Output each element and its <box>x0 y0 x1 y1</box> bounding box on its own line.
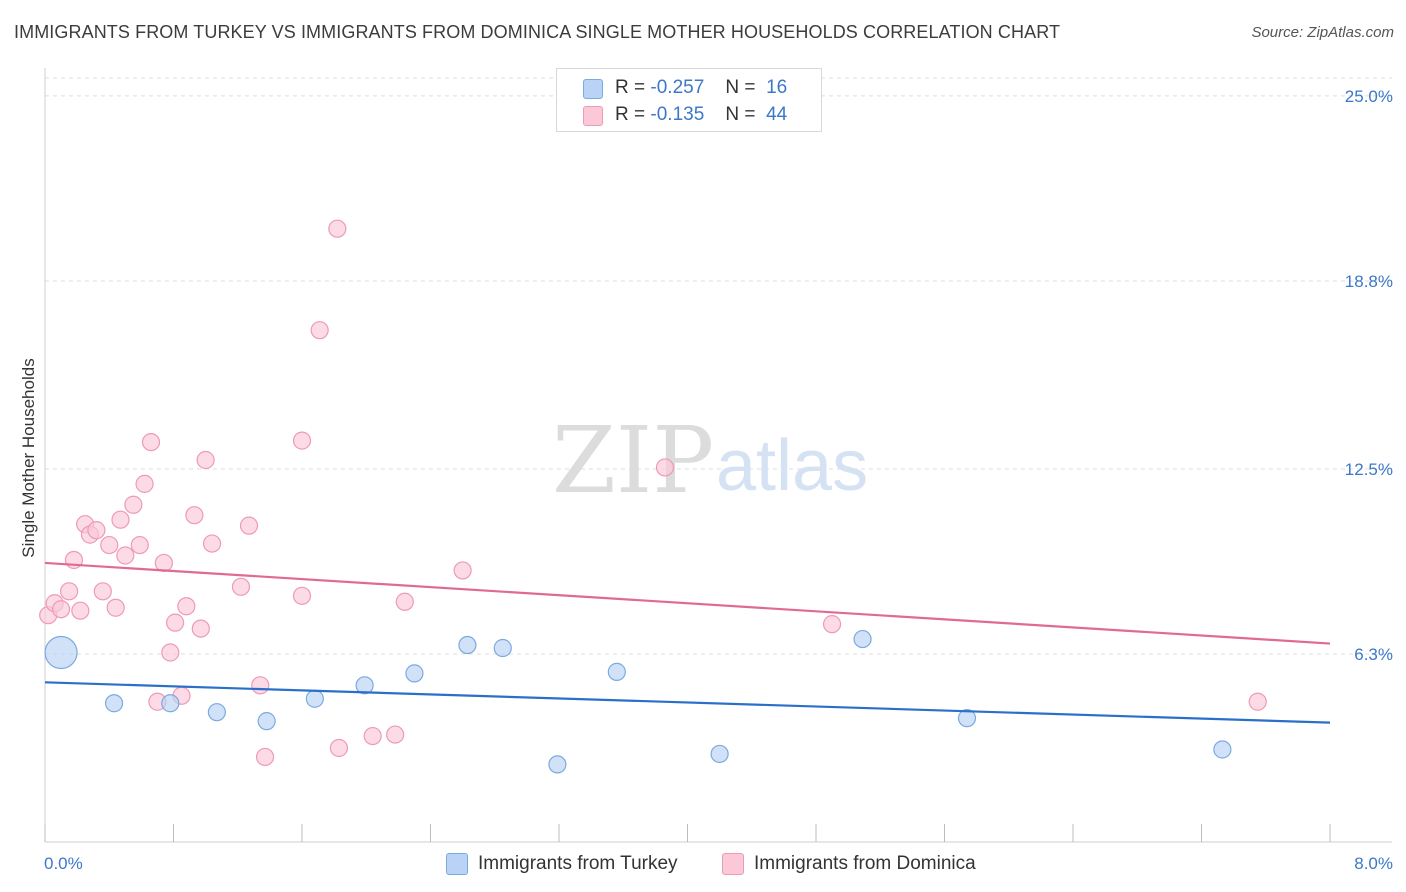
x-tick-label: 0.0% <box>44 854 83 873</box>
dominica-point <box>177 597 196 616</box>
turkey-point <box>853 629 872 649</box>
dominica-point <box>59 582 79 601</box>
dominica-point <box>363 726 382 746</box>
dominica-point <box>93 582 112 601</box>
turkey-points <box>44 629 1232 774</box>
dominica-point <box>185 506 204 525</box>
dominica-point <box>255 747 275 767</box>
watermark-atlas: atlas <box>716 426 868 506</box>
dominica-point <box>453 561 472 580</box>
legend-r-label-dominica: R = <box>615 104 646 125</box>
bottom-legend-label-turkey: Immigrants from Turkey <box>478 853 678 874</box>
dominica-point <box>130 535 149 555</box>
y-tick-label: 6.3% <box>1354 645 1393 664</box>
dominica-point <box>196 450 215 470</box>
turkey-point <box>710 744 729 764</box>
turkey-point <box>405 664 424 683</box>
dominica-point <box>135 474 154 493</box>
turkey-point <box>305 689 324 708</box>
turkey-point <box>1213 740 1232 759</box>
dominica-points <box>39 219 1267 767</box>
gridlines <box>45 77 1392 655</box>
dominica-point <box>71 601 90 620</box>
watermark-zip: ZIP <box>552 407 714 514</box>
dominica-point <box>292 586 312 605</box>
dominica-point <box>111 510 130 529</box>
dominica-point <box>1248 692 1267 711</box>
legend-n-label-turkey: N = <box>725 77 756 98</box>
turkey-trend-line <box>44 681 1331 724</box>
source-label: Source: ZipAtlas.com <box>1251 24 1394 41</box>
legend-text-dominica: R = -0.135 N = 44 <box>615 104 787 126</box>
turkey-point <box>607 662 626 681</box>
y-tick-label: 18.8% <box>1345 272 1393 291</box>
turkey-point <box>458 635 477 655</box>
turkey-point <box>493 638 512 658</box>
dominica-point <box>191 619 210 638</box>
x-tick-label: 8.0% <box>1354 854 1393 873</box>
dominica-point <box>154 553 173 573</box>
turkey-point <box>548 755 567 774</box>
dominica-point <box>239 516 259 535</box>
turkey-point <box>355 676 374 695</box>
turkey-point <box>207 703 226 722</box>
legend-r-value-dominica: -0.135 <box>650 104 705 125</box>
legend-n-value-turkey: 16 <box>766 77 788 98</box>
dominica-point <box>231 577 251 596</box>
legend-r-value-turkey: -0.257 <box>650 77 705 98</box>
dominica-point <box>141 432 161 452</box>
legend-swatch-dominica <box>583 106 603 126</box>
dominica-point <box>124 495 143 514</box>
legend-swatch-turkey <box>583 79 603 99</box>
turkey-point <box>957 709 977 728</box>
y-tick-label: 25.0% <box>1345 87 1393 106</box>
axes <box>44 68 1392 843</box>
bottom-legend-swatch-turkey <box>446 853 468 875</box>
dominica-point <box>251 676 270 695</box>
dominica-point <box>329 738 349 758</box>
legend-text-turkey: R = -0.257 N = 16 <box>615 77 787 99</box>
dominica-point <box>100 535 119 555</box>
dominica-trend-line <box>44 561 1331 645</box>
dominica-point <box>87 521 106 540</box>
turkey-point <box>161 694 180 713</box>
y-tick-label: 12.5% <box>1345 460 1393 479</box>
dominica-point <box>51 600 71 619</box>
dominica-point <box>292 431 312 450</box>
watermark: ZIP atlas <box>552 407 868 514</box>
dominica-point <box>116 546 135 565</box>
legend-box: R = -0.257 N = 16 R = -0.135 N = 44 <box>556 68 822 132</box>
turkey-point <box>104 694 124 713</box>
dominica-point <box>310 321 329 340</box>
dominica-point <box>386 725 405 744</box>
turkey-point <box>44 635 78 670</box>
dominica-point <box>822 615 842 634</box>
dominica-point <box>166 613 185 632</box>
trend-lines <box>44 561 1331 724</box>
turkey-point <box>257 712 276 731</box>
dominica-point <box>106 598 125 617</box>
legend-n-label-dominica: N = <box>725 104 756 125</box>
bottom-legend-swatch-dominica <box>722 853 744 875</box>
dominica-point <box>328 219 347 238</box>
legend-r-label-turkey: R = <box>615 77 646 98</box>
tick-labels: 6.3% 12.5% 18.8% 25.0% 0.0% 8.0% <box>44 87 1393 873</box>
dominica-point <box>655 458 675 477</box>
dominica-point <box>202 534 222 553</box>
legend-n-value-dominica: 44 <box>766 104 788 125</box>
bottom-legend-label-dominica: Immigrants from Dominica <box>754 853 976 874</box>
dominica-point <box>161 643 180 662</box>
dominica-point <box>395 592 414 611</box>
chart-title: IMMIGRANTS FROM TURKEY VS IMMIGRANTS FRO… <box>14 22 1061 42</box>
y-axis-label: Single Mother Households <box>19 358 38 557</box>
